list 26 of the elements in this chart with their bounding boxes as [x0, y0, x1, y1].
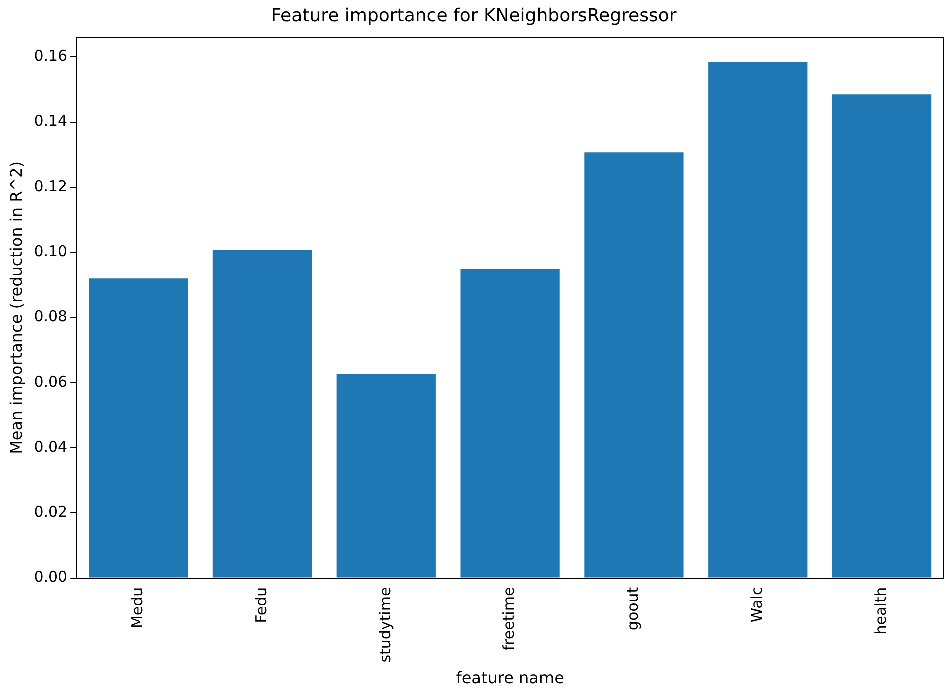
x-tick-label: studytime — [376, 587, 394, 663]
x-tick-label: Walc — [748, 587, 766, 623]
x-tick-label: Medu — [128, 587, 146, 629]
y-tick-label: 0.12 — [34, 177, 68, 196]
bar — [88, 278, 188, 578]
y-tick-label: 0.02 — [34, 503, 68, 522]
y-axis-title: Mean importance (reduction in R^2) — [6, 161, 26, 454]
y-tick-label: 0.06 — [34, 372, 68, 391]
bar — [460, 270, 560, 578]
x-tick-label: health — [872, 587, 890, 635]
x-axis-title: feature name — [456, 668, 564, 688]
bar — [584, 152, 684, 578]
bar — [832, 94, 932, 578]
bar — [708, 62, 808, 578]
bar — [212, 250, 312, 578]
y-tick-label: 0.10 — [34, 242, 68, 260]
y-tick-label: 0.00 — [34, 568, 68, 586]
x-tick-label: goout — [624, 587, 642, 631]
x-tick-label: freetime — [500, 587, 518, 651]
bar — [336, 374, 436, 578]
y-tick-label: 0.04 — [34, 438, 68, 456]
x-tick-label: Fedu — [252, 587, 270, 624]
chart-title: Feature importance for KNeighborsRegressor — [271, 5, 678, 26]
y-tick-label: 0.08 — [34, 308, 68, 326]
y-tick-label: 0.14 — [34, 112, 68, 130]
y-tick-label: 0.16 — [34, 47, 68, 66]
